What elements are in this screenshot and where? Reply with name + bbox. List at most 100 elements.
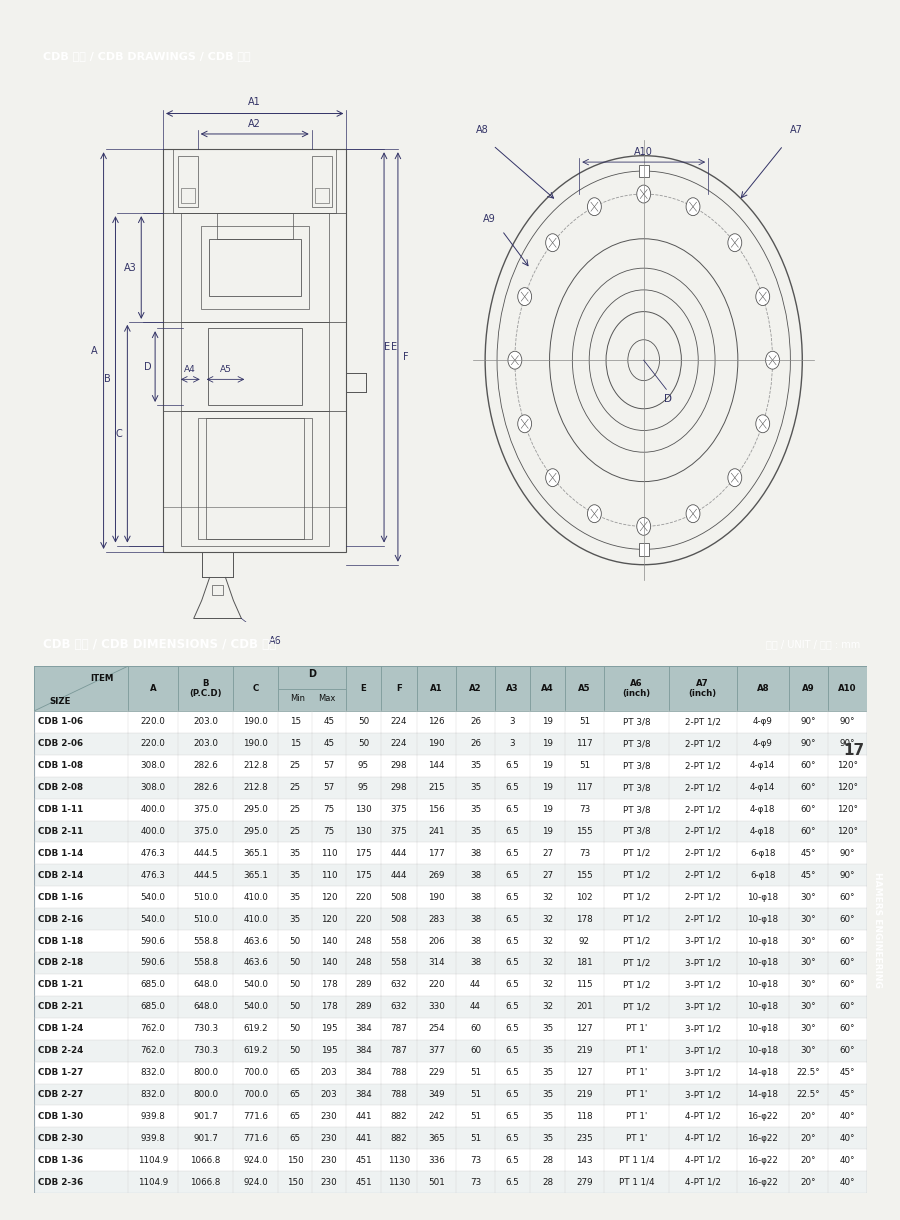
Text: 540.0: 540.0: [243, 1003, 268, 1011]
Bar: [34, 864, 867, 886]
Text: 2-PT 1/2: 2-PT 1/2: [685, 915, 721, 924]
Text: 90°: 90°: [840, 849, 855, 858]
Text: 6-φ18: 6-φ18: [750, 849, 776, 858]
Text: 16-φ22: 16-φ22: [747, 1177, 778, 1187]
Text: 150: 150: [287, 1177, 303, 1187]
Text: 110: 110: [320, 871, 338, 880]
Text: A6
(inch): A6 (inch): [622, 680, 651, 698]
Text: 441: 441: [356, 1111, 372, 1121]
Text: D: D: [664, 394, 672, 404]
Text: 45: 45: [323, 739, 335, 748]
Text: 501: 501: [428, 1177, 446, 1187]
Text: 365: 365: [428, 1133, 446, 1143]
Text: 30°: 30°: [801, 915, 816, 924]
Text: 178: 178: [320, 981, 338, 989]
Text: 441: 441: [356, 1133, 372, 1143]
Text: CDB 도면 / CDB DRAWINGS / CDB 圖紙: CDB 도면 / CDB DRAWINGS / CDB 圖紙: [42, 51, 250, 61]
Text: 220: 220: [356, 893, 372, 902]
Bar: [34, 711, 867, 733]
Text: 787: 787: [391, 1025, 408, 1033]
Text: 38: 38: [470, 915, 482, 924]
Text: 144: 144: [428, 761, 445, 770]
Text: 2-PT 1/2: 2-PT 1/2: [685, 893, 721, 902]
Text: ITEM: ITEM: [90, 675, 113, 683]
Text: 590.6: 590.6: [140, 959, 166, 967]
Text: 6.5: 6.5: [506, 849, 519, 858]
Text: 6.5: 6.5: [506, 981, 519, 989]
Text: 289: 289: [356, 1003, 372, 1011]
Text: 400.0: 400.0: [140, 805, 166, 814]
Bar: [34, 1061, 867, 1083]
Text: 35: 35: [470, 761, 482, 770]
Text: 463.6: 463.6: [243, 937, 268, 946]
Circle shape: [518, 288, 532, 305]
Text: 115: 115: [576, 981, 593, 989]
Bar: [178, 666, 233, 711]
Text: A2: A2: [248, 118, 261, 129]
Bar: [278, 688, 346, 711]
Text: 6.5: 6.5: [506, 1155, 519, 1165]
Circle shape: [545, 468, 560, 487]
Text: A7
(inch): A7 (inch): [688, 680, 716, 698]
Text: 51: 51: [470, 1133, 482, 1143]
Text: 45: 45: [323, 717, 335, 726]
Text: 377: 377: [428, 1047, 446, 1055]
Text: PT 3/8: PT 3/8: [623, 761, 650, 770]
Text: A2: A2: [469, 684, 482, 693]
Text: 444.5: 444.5: [194, 871, 218, 880]
Text: 540.0: 540.0: [140, 915, 166, 924]
Text: 619.2: 619.2: [244, 1025, 268, 1033]
Text: 298: 298: [391, 761, 408, 770]
Text: 6.5: 6.5: [506, 1089, 519, 1099]
Text: 203.0: 203.0: [194, 717, 218, 726]
Text: 50: 50: [358, 717, 369, 726]
Text: 60: 60: [470, 1025, 482, 1033]
Text: 632: 632: [391, 981, 408, 989]
Circle shape: [588, 505, 601, 522]
Text: 195: 195: [320, 1025, 338, 1033]
Text: PT 1/2: PT 1/2: [623, 849, 650, 858]
Text: 6-φ18: 6-φ18: [750, 871, 776, 880]
Text: A3: A3: [506, 684, 518, 693]
Text: 38: 38: [470, 893, 482, 902]
Text: 4-φ18: 4-φ18: [750, 805, 776, 814]
Text: 6.5: 6.5: [506, 1111, 519, 1121]
Text: Min: Min: [290, 694, 305, 703]
Text: A1: A1: [248, 98, 261, 107]
Text: 882: 882: [391, 1111, 408, 1121]
Text: 235: 235: [576, 1133, 593, 1143]
Text: 3-PT 1/2: 3-PT 1/2: [685, 1025, 721, 1033]
Text: 203.0: 203.0: [194, 739, 218, 748]
Text: 60: 60: [470, 1047, 482, 1055]
Text: A4: A4: [184, 365, 196, 375]
Text: 762.0: 762.0: [140, 1025, 166, 1033]
Text: 44: 44: [470, 1003, 481, 1011]
Text: 20°: 20°: [801, 1155, 816, 1165]
Text: 110: 110: [320, 849, 338, 858]
Text: 4-PT 1/2: 4-PT 1/2: [685, 1155, 721, 1165]
Text: 476.3: 476.3: [140, 849, 166, 858]
Text: 16-φ22: 16-φ22: [747, 1111, 778, 1121]
Bar: [198, 417, 311, 539]
Text: 508: 508: [391, 915, 408, 924]
Text: B: B: [104, 375, 111, 384]
Text: 375.0: 375.0: [194, 805, 219, 814]
Text: 40°: 40°: [840, 1155, 855, 1165]
Text: 120: 120: [320, 893, 338, 902]
Text: 16-φ22: 16-φ22: [747, 1133, 778, 1143]
Text: 90°: 90°: [840, 717, 855, 726]
Bar: [315, 188, 328, 203]
Circle shape: [728, 234, 742, 251]
Text: 30°: 30°: [801, 1047, 816, 1055]
Text: 685.0: 685.0: [140, 1003, 166, 1011]
Text: 800.0: 800.0: [194, 1068, 219, 1077]
Text: CDB 1-24: CDB 1-24: [38, 1025, 83, 1033]
Text: A1: A1: [430, 684, 443, 693]
Text: 120°: 120°: [837, 805, 858, 814]
Bar: [201, 226, 309, 309]
Text: PT 1/2: PT 1/2: [623, 937, 650, 946]
Text: 19: 19: [542, 761, 553, 770]
Text: CDB 1-16: CDB 1-16: [38, 893, 83, 902]
Text: 901.7: 901.7: [194, 1111, 218, 1121]
Bar: [346, 666, 381, 711]
